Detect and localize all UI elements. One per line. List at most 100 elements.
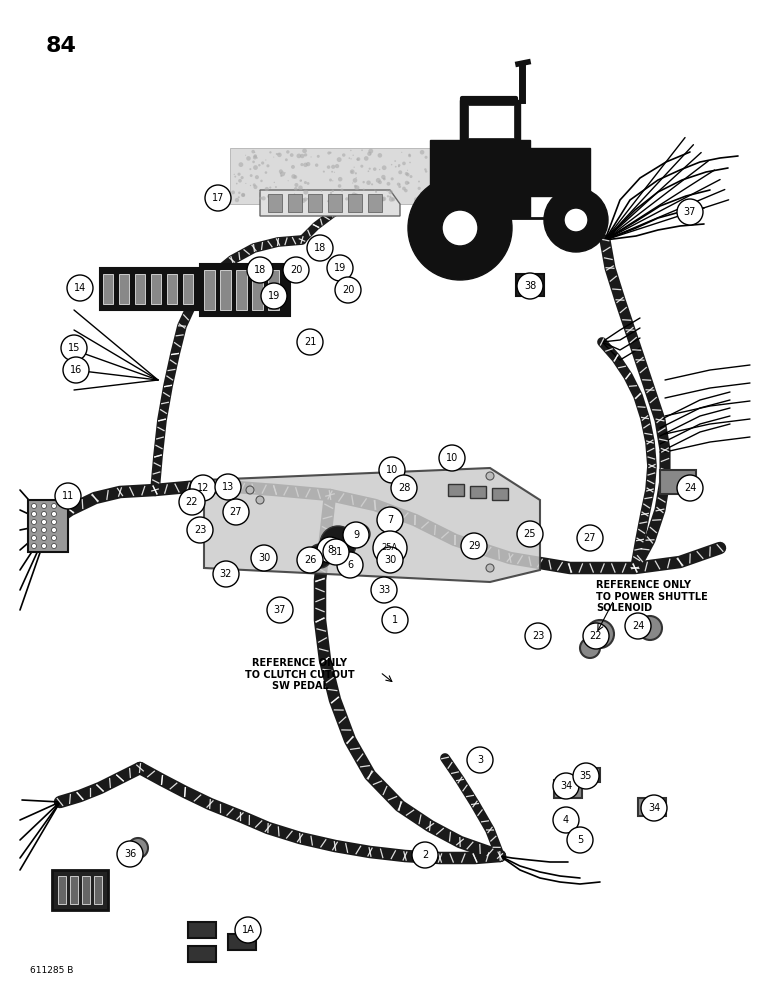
Bar bbox=[288, 194, 302, 212]
Circle shape bbox=[335, 277, 361, 303]
Text: 22: 22 bbox=[590, 631, 602, 641]
Text: 24: 24 bbox=[632, 621, 644, 631]
Circle shape bbox=[261, 283, 287, 309]
Circle shape bbox=[486, 472, 494, 480]
Circle shape bbox=[235, 917, 261, 943]
Circle shape bbox=[391, 475, 417, 501]
Circle shape bbox=[421, 199, 425, 203]
Circle shape bbox=[355, 172, 357, 174]
Circle shape bbox=[283, 257, 309, 283]
Circle shape bbox=[41, 520, 47, 524]
Circle shape bbox=[261, 180, 263, 182]
Circle shape bbox=[251, 545, 277, 571]
Circle shape bbox=[238, 192, 240, 194]
Polygon shape bbox=[100, 268, 200, 310]
Text: 19: 19 bbox=[268, 291, 280, 301]
Circle shape bbox=[402, 162, 406, 165]
Circle shape bbox=[401, 152, 402, 153]
Circle shape bbox=[246, 486, 254, 494]
Circle shape bbox=[253, 183, 256, 186]
Polygon shape bbox=[28, 500, 68, 552]
Circle shape bbox=[381, 197, 385, 201]
Circle shape bbox=[51, 504, 56, 508]
Circle shape bbox=[269, 187, 271, 189]
Circle shape bbox=[320, 526, 356, 562]
Circle shape bbox=[352, 192, 356, 197]
Circle shape bbox=[339, 199, 342, 202]
Circle shape bbox=[317, 537, 343, 563]
Circle shape bbox=[370, 154, 371, 155]
Bar bbox=[135, 274, 145, 304]
Circle shape bbox=[407, 182, 410, 184]
Circle shape bbox=[245, 155, 246, 156]
Text: 84: 84 bbox=[46, 36, 77, 56]
Circle shape bbox=[294, 187, 298, 191]
Bar bbox=[492, 488, 508, 500]
Circle shape bbox=[236, 183, 238, 184]
Bar bbox=[448, 484, 464, 496]
Circle shape bbox=[279, 169, 283, 173]
Circle shape bbox=[267, 195, 270, 198]
Bar bbox=[470, 486, 486, 498]
Bar bbox=[70, 876, 78, 904]
Circle shape bbox=[254, 185, 257, 189]
Circle shape bbox=[51, 544, 56, 548]
Circle shape bbox=[226, 492, 234, 500]
Circle shape bbox=[303, 190, 308, 195]
Circle shape bbox=[337, 552, 363, 578]
Circle shape bbox=[351, 171, 353, 173]
Circle shape bbox=[410, 175, 413, 178]
Text: 10: 10 bbox=[446, 453, 458, 463]
Circle shape bbox=[388, 190, 393, 194]
Circle shape bbox=[379, 169, 381, 170]
Circle shape bbox=[367, 170, 369, 172]
Circle shape bbox=[332, 180, 333, 181]
Circle shape bbox=[374, 189, 375, 191]
Circle shape bbox=[354, 193, 358, 197]
Text: 6: 6 bbox=[347, 560, 353, 570]
Circle shape bbox=[300, 154, 304, 158]
Circle shape bbox=[424, 156, 427, 159]
Circle shape bbox=[298, 185, 303, 190]
Circle shape bbox=[335, 201, 336, 202]
Circle shape bbox=[405, 172, 408, 175]
Circle shape bbox=[307, 235, 333, 261]
Circle shape bbox=[304, 181, 307, 184]
Circle shape bbox=[51, 536, 56, 540]
Circle shape bbox=[254, 152, 255, 153]
Circle shape bbox=[291, 165, 295, 169]
Circle shape bbox=[373, 531, 407, 565]
Circle shape bbox=[285, 158, 288, 161]
Circle shape bbox=[338, 184, 342, 188]
Bar bbox=[268, 194, 282, 212]
Circle shape bbox=[250, 185, 251, 186]
Text: 24: 24 bbox=[684, 483, 697, 493]
Circle shape bbox=[360, 165, 363, 168]
Circle shape bbox=[31, 536, 37, 540]
Circle shape bbox=[246, 156, 251, 161]
Circle shape bbox=[638, 616, 662, 640]
Circle shape bbox=[467, 747, 493, 773]
Circle shape bbox=[257, 157, 258, 159]
Text: 9: 9 bbox=[353, 530, 359, 540]
Circle shape bbox=[296, 154, 301, 158]
Circle shape bbox=[350, 169, 355, 174]
Circle shape bbox=[55, 483, 81, 509]
Circle shape bbox=[280, 175, 282, 177]
Text: 17: 17 bbox=[212, 193, 224, 203]
Circle shape bbox=[252, 160, 255, 163]
Circle shape bbox=[323, 539, 349, 565]
Bar bbox=[660, 470, 696, 494]
Circle shape bbox=[387, 182, 390, 186]
Circle shape bbox=[254, 154, 257, 158]
Circle shape bbox=[356, 177, 357, 179]
Circle shape bbox=[408, 154, 410, 156]
Circle shape bbox=[51, 512, 56, 516]
Text: 36: 36 bbox=[124, 849, 136, 859]
Circle shape bbox=[373, 167, 377, 171]
Text: 4: 4 bbox=[563, 815, 569, 825]
Circle shape bbox=[317, 196, 319, 198]
Circle shape bbox=[306, 162, 310, 166]
Circle shape bbox=[323, 171, 325, 173]
Circle shape bbox=[525, 623, 551, 649]
